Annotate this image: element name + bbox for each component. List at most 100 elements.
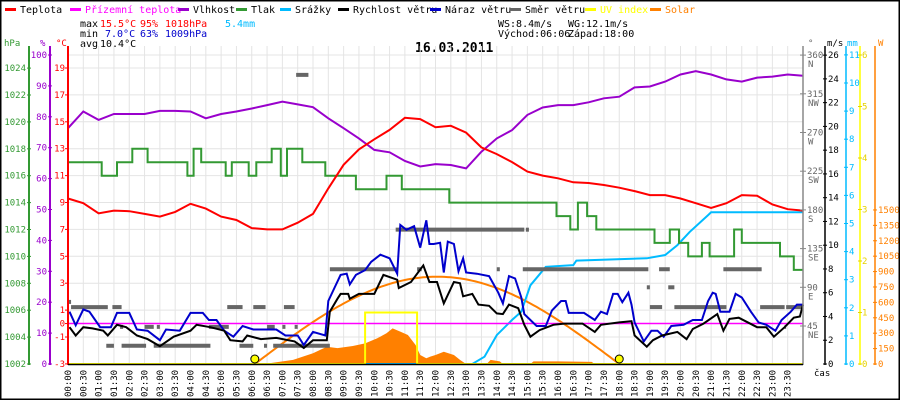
uv-tick-label: 3 [862, 206, 867, 216]
solar-tick-label: 900 [878, 268, 894, 278]
time-tick-label: 05:30 [232, 370, 242, 397]
humidity-tick-label: 70 [36, 144, 47, 154]
pressure-tick-label: 1010 [4, 252, 26, 262]
legend-label: Tlak [251, 5, 275, 16]
stat-max-label: max [80, 19, 98, 30]
solar-tick-label: 1350 [878, 221, 900, 231]
pressure-tick-label: 1006 [4, 306, 26, 316]
temperature-axis-unit: °C [56, 39, 67, 49]
stat-max-pressure: 1018hPa [165, 19, 207, 30]
solar-tick-label: 1500 [878, 206, 900, 216]
time-tick-label: 02:00 [125, 370, 135, 397]
wind-axis-unit: m/s [827, 39, 843, 49]
stat-min-label: min [80, 29, 98, 40]
humidity-line [67, 70, 804, 170]
solar-tick-label: 1050 [878, 252, 900, 262]
direction-tick-label: 360 [807, 51, 823, 61]
time-tick-label: 12:30 [447, 370, 457, 397]
legend-swatch [280, 8, 291, 11]
humidity-tick-label: 100 [31, 51, 47, 61]
direction-compass-label: E [808, 292, 813, 302]
stat-min-temp: 7.0°C [105, 29, 135, 40]
stat-max-humidity: 95% [140, 19, 158, 30]
pressure-tick-label: 1022 [4, 91, 26, 101]
direction-tick-label: 180 [807, 206, 823, 216]
solar-tick-label: 450 [878, 314, 894, 324]
time-axis-label: čas [814, 368, 830, 379]
time-tick-label: 18:00 [615, 370, 625, 397]
stat-max-temp: 15.5°C [100, 19, 136, 30]
legend-swatch [585, 8, 596, 11]
direction-compass-label: NW [808, 99, 819, 109]
stat-sunrise: Východ:06:06 [498, 28, 570, 40]
uv-tick-label: 2 [862, 257, 867, 267]
uv-tick-label: 1 [862, 309, 867, 319]
direction-compass-label: S [808, 215, 813, 225]
legend-swatch [70, 8, 81, 11]
temperature-tick-label: 11 [54, 172, 65, 182]
legend-swatch [178, 8, 189, 11]
direction-tick-label: 270 [807, 129, 823, 139]
rain-tick-label: 11 [849, 51, 860, 61]
time-tick-label: 03:30 [171, 370, 181, 397]
direction-tick-label: 315 [807, 90, 823, 100]
direction-compass-label: NE [808, 331, 819, 341]
rain-tick-label: 0 [849, 360, 854, 370]
time-tick-label: 02:30 [141, 370, 151, 397]
pressure-tick-label: 1002 [4, 360, 26, 370]
stat-wind-gust-max: WG:12.1m/s [568, 19, 628, 30]
direction-tick-label: 225 [807, 167, 823, 177]
humidity-tick-label: 10 [36, 329, 47, 339]
wind-tick-label: 6 [828, 289, 833, 299]
legend-swatch [338, 8, 349, 11]
solar-tick-label: 600 [878, 298, 894, 308]
pressure-axis-unit: hPa [4, 39, 20, 49]
legend-label: Náraz větru [445, 4, 511, 16]
axes: hPa% °C1024102210201018101610141012101010… [4, 39, 900, 397]
stat-rain-total: 5.4mm [225, 19, 255, 30]
time-tick-label: 10:30 [386, 370, 396, 397]
direction-compass-label: SW [808, 176, 819, 186]
time-tick-label: 10:00 [370, 370, 380, 397]
stat-min-humidity: 63% [140, 29, 158, 40]
time-tick-label: 04:00 [187, 370, 197, 397]
time-tick-label: 21:00 [707, 370, 717, 397]
legend-label: UV index [600, 5, 648, 16]
humidity-tick-label: 90 [36, 82, 47, 92]
time-tick-label: 20:00 [677, 370, 687, 397]
wind-tick-label: 16 [828, 170, 839, 180]
pressure-tick-label: 1024 [4, 64, 26, 74]
wind-speed-line [68, 263, 804, 350]
rain-tick-label: 8 [849, 135, 854, 145]
time-tick-label: 00:00 [64, 370, 74, 397]
stats-block: max 15.5°C 95% 1018hPa 5.4mm min 7.0°C 6… [80, 19, 634, 50]
legend-swatch [5, 8, 16, 11]
time-tick-label: 01:00 [95, 370, 105, 397]
solar-tick-label: 0 [878, 360, 883, 370]
time-tick-label: 15:00 [523, 370, 533, 397]
time-tick-label: 17:30 [600, 370, 610, 397]
pressure-tick-label: 1014 [4, 199, 26, 209]
time-tick-label: 13:30 [477, 370, 487, 397]
pressure-tick-label: 1004 [4, 333, 26, 343]
time-tick-label: 06:30 [263, 370, 273, 397]
temperature-tick-label: 0 [60, 320, 65, 330]
time-tick-label: 14:00 [493, 370, 503, 397]
direction-compass-label: N [808, 60, 813, 70]
sunset-marker [614, 354, 624, 364]
solar-tick-label: 1200 [878, 237, 900, 247]
pressure-tick-label: 1018 [4, 145, 26, 155]
legend-label: Přízemní teplota [85, 4, 181, 16]
solar-area [68, 328, 803, 364]
legend-swatch [430, 8, 441, 11]
humidity-tick-label: 30 [36, 267, 47, 277]
time-tick-label: 16:00 [554, 370, 564, 397]
legend-label: Rychlost větru [353, 4, 437, 16]
pressure-line [68, 147, 803, 271]
humidity-tick-label: 20 [36, 298, 47, 308]
temperature-tick-label: -3 [54, 360, 65, 370]
uv-tick-label: 0 [862, 360, 867, 370]
time-tick-label: 16:30 [569, 370, 579, 397]
time-tick-label: 00:30 [79, 370, 89, 397]
